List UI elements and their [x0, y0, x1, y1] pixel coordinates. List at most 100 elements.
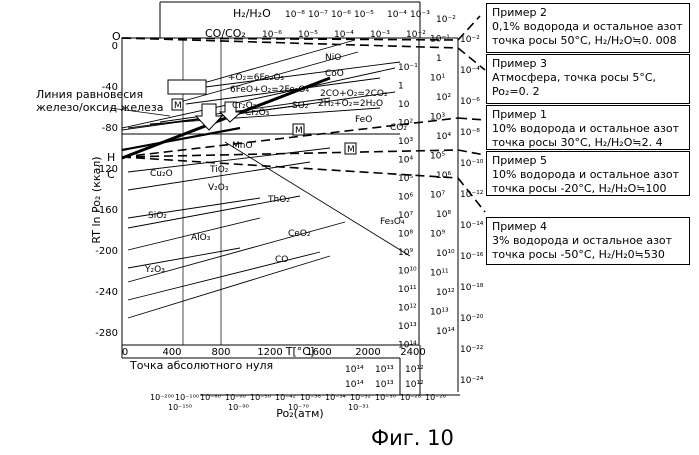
reaction-label: Fe₃O₄: [380, 217, 405, 227]
right-po2-tick: 10⁻¹²: [460, 190, 484, 200]
reaction-label: NiO: [325, 53, 341, 63]
bottom-po2-tick: 10⁻⁹⁰: [228, 403, 249, 412]
top-h2-tick: 10⁻⁴: [387, 10, 407, 20]
bottom-h2-tick: 10¹²: [405, 380, 424, 390]
bottom-po2-tick: 10⁻³⁴: [325, 393, 346, 402]
dashed-to-ex5: [458, 150, 485, 155]
right-h2-tick: 10⁷: [430, 191, 445, 201]
example-line: 10% водорода и остальное азот: [492, 168, 684, 182]
right-co-tick: 10¹¹: [398, 285, 417, 295]
x-axis-label: T[°C]: [285, 345, 314, 358]
right-po2-tick: 10⁻²²: [460, 345, 484, 355]
right-po2-tick: 10⁻¹⁸: [460, 283, 484, 293]
right-co-tick: 10⁹: [398, 248, 413, 258]
right-h2-tick: 10³: [430, 113, 445, 123]
right-co-tick: 10⁶: [398, 193, 413, 203]
example-box-4: Пример 4 3% водорода и остальное азот то…: [486, 217, 690, 265]
right-po2-tick: 10⁻¹⁰: [460, 159, 484, 169]
m-mark: M: [295, 126, 303, 136]
example-box-1: Пример 1 10% водорода и остальное азот т…: [486, 105, 690, 150]
point-c: C: [107, 168, 115, 181]
bottom-po2-tick: 10⁻³²: [350, 393, 371, 402]
reaction-label: SiO₂: [148, 211, 167, 221]
right-co-tick: 10⁻¹: [398, 63, 418, 73]
example-box-2: Пример 2 0,1% водорода и остальное азот …: [486, 3, 690, 53]
top-co-tick: 10⁻²: [406, 30, 426, 40]
right-h2-tick: 1: [436, 54, 442, 64]
m-mark: M: [347, 145, 355, 155]
right-co-tick: 1: [398, 82, 404, 92]
arrow-down-1: [196, 104, 222, 130]
bottom-co-tick: 10¹⁴: [345, 365, 364, 375]
bottom-po2-tick: 10⁻²⁸: [400, 393, 421, 402]
equilibrium-label-line-1: Линия равновесия: [36, 88, 143, 101]
point-o: O: [112, 30, 121, 43]
example-line: точка росы -20°C, H₂/H₂O≒100: [492, 182, 684, 196]
reaction-label: 6FeO+O₂=2Fe₃O₄: [230, 85, 309, 95]
right-po2-tick: 10⁻¹⁶: [460, 252, 484, 262]
x-tick-label: 1200: [257, 347, 282, 358]
y-tick-label: -80: [102, 123, 118, 134]
top-h2-tick: 10⁻³: [410, 10, 430, 20]
h2-scale-title: H₂/H₂O: [233, 7, 271, 20]
right-po2-tick: 10⁻¹⁴: [460, 221, 484, 231]
reaction-label: Cu₂O: [150, 169, 173, 179]
top-h2-tick: 10⁻⁶: [331, 10, 351, 20]
right-po2-tick: 10⁻²: [460, 35, 480, 45]
example-title: Пример 5: [492, 154, 684, 168]
bottom-po2-tick: 10⁻⁵⁰: [250, 393, 271, 402]
reaction-label: V₂O₃: [208, 183, 229, 193]
figure-caption: Фиг. 10: [371, 426, 454, 450]
bottom-po2-tick: 10⁻³¹: [348, 403, 369, 412]
example-title: Пример 2: [492, 6, 684, 20]
equilibrium-label-line-2: железо/оксид железа: [36, 101, 164, 114]
right-co-tick: 10¹³: [398, 322, 417, 332]
bottom-po2-tick: 10⁻⁸⁰: [200, 393, 221, 402]
right-h2-tick: 10⁻¹: [430, 35, 450, 45]
bottom-po2-tick: 10⁻⁴²: [275, 393, 296, 402]
right-h2-tick: 10¹²: [436, 288, 455, 298]
right-h2-tick: 10¹: [430, 74, 445, 84]
bottom-po2-tick: 10⁻⁶⁰: [225, 393, 246, 402]
reaction-label: Cr₂O₃: [245, 108, 270, 118]
right-h2-tick: 10²: [436, 93, 451, 103]
right-h2-tick: 10¹³: [430, 308, 449, 318]
example-box-3: Пример 3 Атмосфера, точка росы 5°C, Po₂=…: [486, 54, 690, 104]
dashed-to-ex1: [458, 118, 485, 120]
top-h2-tick: 10⁻⁵: [354, 10, 374, 20]
right-co-tick: 10⁴: [398, 156, 413, 166]
right-po2-tick: 10⁻²⁰: [460, 314, 484, 324]
top-h2-tick: 10⁻⁸: [285, 10, 305, 20]
right-co-tick: 10³: [398, 137, 413, 147]
right-h2-tick: 10⁶: [436, 171, 451, 181]
right-po2-tick: 10⁻²⁴: [460, 376, 484, 386]
right-h2-tick: 10⁵: [430, 152, 445, 162]
bottom-co-tick: 10¹³: [375, 365, 394, 375]
right-h2-tick: 10¹⁰: [436, 249, 455, 259]
y-tick-label: -280: [95, 328, 118, 339]
top-co-tick: 10⁻⁵: [298, 30, 318, 40]
co-scale-title: CO/CO₂: [205, 27, 246, 40]
reaction-label: 2CO+O₂=2CO₂: [320, 89, 388, 99]
example-title: Пример 4: [492, 220, 684, 234]
reaction-label: FeO: [355, 115, 372, 125]
reaction-label: CoO: [325, 69, 344, 79]
example-line: 0,1% водорода и остальное азот: [492, 20, 684, 34]
example-line: точка росы 50°C, H₂/H₂O≒0. 008: [492, 34, 684, 48]
reaction-label: Y₂O₃: [144, 265, 165, 275]
bottom-h2-tick: 10¹³: [375, 380, 394, 390]
bottom-po2-tick: 10⁻¹⁰⁰: [175, 393, 199, 402]
reaction-label: CO₂: [390, 123, 407, 133]
top-co-tick: 10⁻⁶: [262, 30, 282, 40]
y-axis-label: RT ln Po₂ (ккал): [90, 156, 103, 243]
example-line: точка росы 30°C, H₂/H₂O≒2. 4: [492, 136, 684, 150]
right-h2-tick: 10⁴: [436, 132, 451, 142]
top-co-tick: 10⁻³: [370, 30, 390, 40]
reaction-label: MnO: [232, 141, 253, 151]
abs-zero-label: Точка абсолютного нуля: [129, 359, 273, 372]
reaction-label: AlO₃: [191, 233, 211, 243]
label-box: [168, 80, 206, 94]
reaction-label: CO: [275, 255, 288, 265]
bottom-h2-tick: 10¹⁴: [345, 380, 364, 390]
right-co-tick: 10⁵: [398, 174, 413, 184]
